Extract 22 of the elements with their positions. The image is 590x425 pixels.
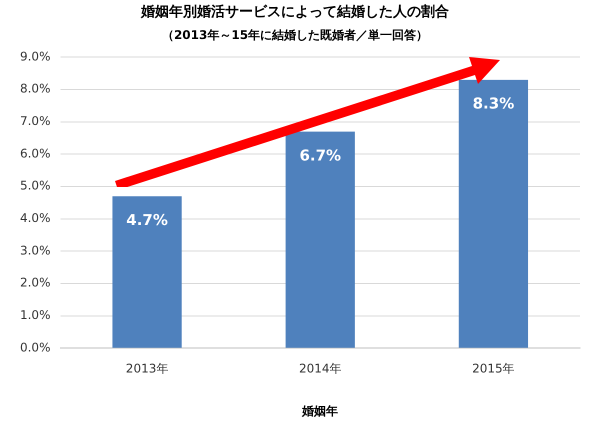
y-tick-label: 1.0% (20, 308, 50, 322)
y-tick-label: 3.0% (20, 243, 50, 258)
y-tick-label: 7.0% (20, 114, 50, 128)
y-tick-label: 2.0% (20, 276, 50, 290)
y-tick-label: 5.0% (20, 178, 50, 193)
x-tick-label: 2015年 (472, 362, 515, 376)
bar (458, 80, 528, 348)
x-tick-label: 2013年 (126, 362, 168, 376)
y-tick-label: 6.0% (20, 146, 50, 160)
y-tick-label: 8.0% (20, 82, 50, 96)
y-tick-label: 4.0% (20, 210, 50, 225)
x-tick-label: 2014年 (298, 362, 342, 376)
y-tick-label: 0.0% (20, 340, 50, 354)
y-tick-label: 9.0% (20, 49, 50, 64)
bar (112, 196, 182, 348)
data-label: 6.7% (299, 146, 342, 164)
data-label: 8.3% (472, 94, 514, 113)
chart-subtitle: （2013年～15年に結婚した既婚者／単一回答） (162, 28, 428, 42)
data-label: 4.7% (126, 211, 168, 230)
chart-title: 婚姻年別婚活サービスによって結婚した人の割合 (140, 3, 449, 20)
bar (286, 132, 355, 348)
x-axis-title: 婚姻年 (301, 404, 338, 418)
